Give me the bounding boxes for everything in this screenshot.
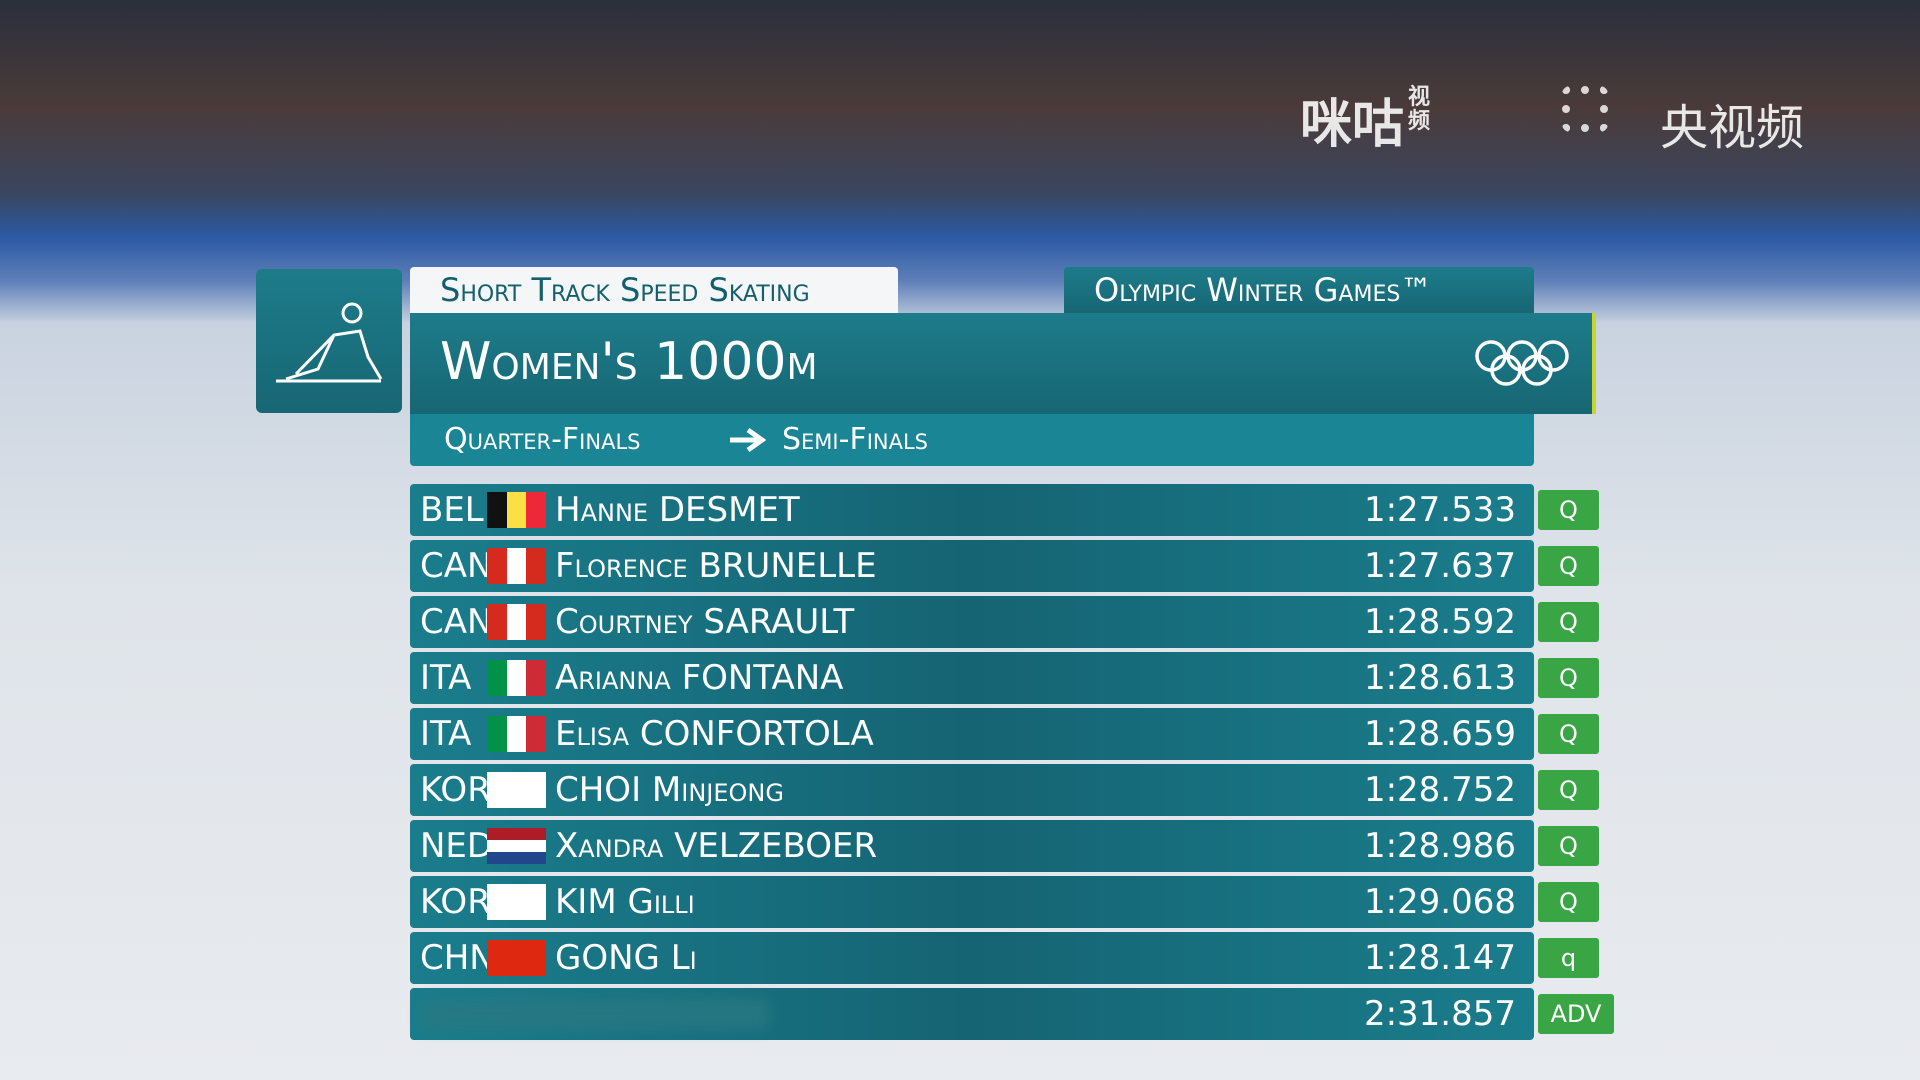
qualification-badge: Q bbox=[1538, 826, 1599, 866]
athlete-name: CHOI Minjeong bbox=[555, 770, 784, 810]
cctv-logo: 央视频 bbox=[1660, 100, 1805, 156]
noc-code: CHN bbox=[420, 938, 495, 978]
qualification-badge: Q bbox=[1538, 882, 1599, 922]
result-row: ITA Elisa CONFORTOLA 1:28.659 bbox=[410, 708, 1534, 760]
result-time: 1:28.592 bbox=[1363, 602, 1516, 642]
qualification-badge: Q bbox=[1538, 490, 1599, 530]
result-time: 2:31.857 bbox=[1363, 994, 1516, 1034]
noc-code: BEL bbox=[420, 490, 484, 530]
flag bbox=[487, 548, 547, 584]
result-row: KOR KIM Gilli 1:29.068 bbox=[410, 876, 1534, 928]
flag-stripe bbox=[526, 548, 547, 584]
flag-stripe bbox=[487, 660, 507, 696]
blurred-name bbox=[420, 998, 770, 1030]
flag bbox=[487, 828, 546, 864]
flag-stripe bbox=[487, 940, 546, 976]
qualification-badge: ADV bbox=[1538, 994, 1614, 1034]
noc-code: KOR bbox=[420, 882, 491, 922]
athlete-name: Hanne DESMET bbox=[555, 490, 800, 530]
flag-stripe bbox=[526, 716, 547, 752]
event-title: Women's 1000m bbox=[440, 332, 818, 392]
noc-code: ITA bbox=[420, 658, 472, 698]
flag-stripe bbox=[487, 840, 546, 852]
result-time: 1:28.752 bbox=[1363, 770, 1516, 810]
athlete-name: Florence BRUNELLE bbox=[555, 546, 877, 586]
flag-stripe bbox=[526, 660, 547, 696]
flag-stripe bbox=[487, 884, 546, 920]
flag-stripe bbox=[487, 716, 507, 752]
flag bbox=[487, 604, 547, 640]
flag-stripe bbox=[487, 828, 546, 840]
athlete-name: Xandra VELZEBOER bbox=[555, 826, 878, 866]
flag-stripe bbox=[487, 852, 546, 864]
result-row: 2:31.857 bbox=[410, 988, 1534, 1040]
result-time: 1:28.147 bbox=[1363, 938, 1516, 978]
from-round: Quarter-Finals bbox=[444, 422, 641, 457]
athlete-name: GONG Li bbox=[555, 938, 697, 978]
noc-code: NED bbox=[420, 826, 494, 866]
flag bbox=[487, 772, 546, 808]
result-time: 1:28.659 bbox=[1363, 714, 1516, 754]
result-row: KOR CHOI Minjeong 1:28.752 bbox=[410, 764, 1534, 816]
flag-stripe bbox=[506, 548, 527, 584]
qualification-badge: Q bbox=[1538, 658, 1599, 698]
result-time: 1:29.068 bbox=[1363, 882, 1516, 922]
sport-tab: Short Track Speed Skating bbox=[410, 267, 898, 313]
skater-icon bbox=[276, 302, 383, 383]
flag bbox=[487, 492, 547, 528]
flag-stripe bbox=[506, 660, 527, 696]
olympic-rings bbox=[1475, 340, 1569, 386]
result-row: CAN Courtney SARAULT 1:28.592 bbox=[410, 596, 1534, 648]
flag-stripe bbox=[506, 604, 527, 640]
flag-stripe bbox=[487, 548, 507, 584]
migu-logo: 咪咕 bbox=[1300, 95, 1405, 155]
flag-stripe bbox=[506, 716, 527, 752]
sport-pictogram bbox=[256, 269, 402, 413]
round-bar: Quarter-Finals Semi-Finals bbox=[410, 414, 1534, 466]
qualification-badge: Q bbox=[1538, 546, 1599, 586]
event-bar: Women's 1000m bbox=[410, 313, 1596, 414]
qualification-badge: q bbox=[1538, 938, 1599, 978]
flag-stripe bbox=[487, 604, 507, 640]
to-round: Semi-Finals bbox=[782, 422, 929, 457]
cctv-icon bbox=[1562, 86, 1608, 132]
qualification-badge: Q bbox=[1538, 714, 1599, 754]
flag-stripe bbox=[526, 492, 547, 528]
result-row: CAN Florence BRUNELLE 1:27.637 bbox=[410, 540, 1534, 592]
flag bbox=[487, 716, 547, 752]
result-row: BEL Hanne DESMET 1:27.533 bbox=[410, 484, 1534, 536]
noc-code: CAN bbox=[420, 602, 493, 642]
result-time: 1:27.637 bbox=[1363, 546, 1516, 586]
games-tab: Olympic Winter Games™ bbox=[1064, 267, 1534, 313]
flag bbox=[487, 660, 547, 696]
noc-code: KOR bbox=[420, 770, 491, 810]
result-row: NED Xandra VELZEBOER 1:28.986 bbox=[410, 820, 1534, 872]
result-row: CHN GONG Li 1:28.147 bbox=[410, 932, 1534, 984]
result-time: 1:28.613 bbox=[1363, 658, 1516, 698]
athlete-name: KIM Gilli bbox=[555, 882, 695, 922]
flag-stripe bbox=[487, 772, 546, 808]
flag-stripe bbox=[526, 604, 547, 640]
noc-code: CAN bbox=[420, 546, 493, 586]
result-time: 1:28.986 bbox=[1363, 826, 1516, 866]
flag-stripe bbox=[487, 492, 507, 528]
round-arrow bbox=[730, 427, 767, 453]
noc-code: ITA bbox=[420, 714, 472, 754]
flag-stripe bbox=[506, 492, 527, 528]
athlete-name: Elisa CONFORTOLA bbox=[555, 714, 874, 754]
flag bbox=[487, 884, 546, 920]
result-time: 1:27.533 bbox=[1363, 490, 1516, 530]
result-row: ITA Arianna FONTANA 1:28.613 bbox=[410, 652, 1534, 704]
athlete-name: Courtney SARAULT bbox=[555, 602, 855, 642]
flag bbox=[487, 940, 546, 976]
qualification-badge: Q bbox=[1538, 770, 1599, 810]
athlete-name: Arianna FONTANA bbox=[555, 658, 844, 698]
migu-logo-small: 视频 bbox=[1408, 85, 1431, 134]
qualification-badge: Q bbox=[1538, 602, 1599, 642]
